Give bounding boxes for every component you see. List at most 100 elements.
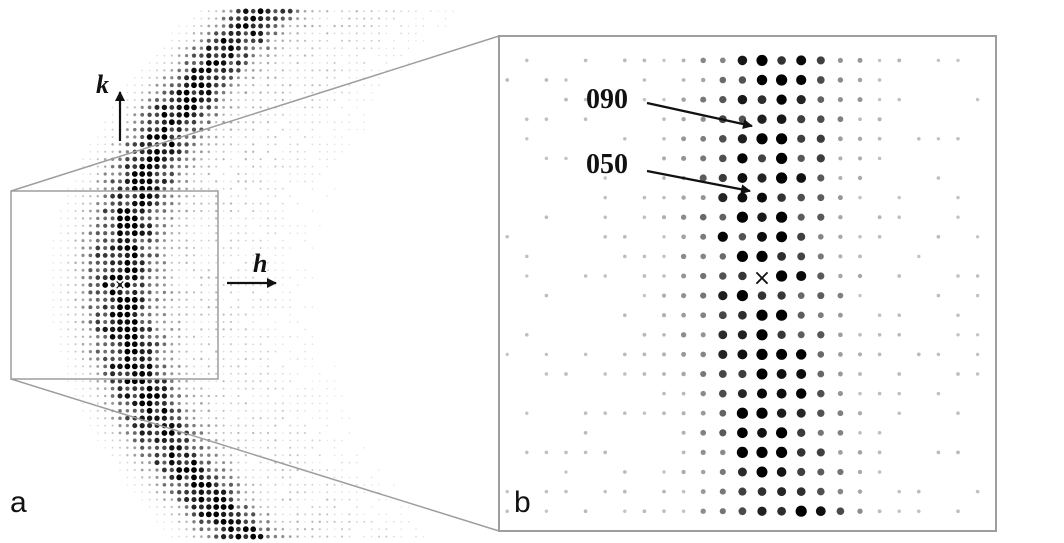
- diffraction-spot: [341, 410, 343, 412]
- diffraction-spot: [267, 298, 269, 301]
- diffraction-spot: [681, 273, 687, 279]
- diffraction-spot: [341, 17, 343, 20]
- diffraction-spot: [252, 291, 255, 294]
- diffraction-spot: [341, 47, 343, 50]
- diffraction-spot: [207, 276, 210, 279]
- diffraction-spot: [311, 9, 314, 13]
- diffraction-spot: [757, 291, 767, 300]
- diffraction-spot: [700, 96, 707, 103]
- diffraction-spot: [139, 348, 145, 355]
- diffraction-spot: [176, 104, 182, 111]
- diffraction-spot: [81, 298, 85, 302]
- diffraction-spot: [133, 91, 136, 94]
- diffraction-spot: [139, 304, 145, 310]
- diffraction-spot: [681, 312, 686, 318]
- diffraction-spot: [213, 75, 219, 81]
- diffraction-spot: [837, 488, 844, 495]
- diffraction-spot: [199, 453, 204, 457]
- diffraction-spot: [244, 476, 247, 479]
- diffraction-spot: [858, 372, 862, 376]
- diffraction-spot: [348, 54, 351, 57]
- diffraction-spot: [109, 274, 116, 281]
- panel-a-letter: a: [10, 486, 27, 519]
- diffraction-spot: [289, 432, 292, 434]
- diffraction-spot: [155, 76, 159, 79]
- diffraction-spot: [355, 513, 358, 516]
- diffraction-spot: [259, 446, 262, 449]
- diffraction-spot: [392, 47, 395, 50]
- diffraction-spot: [67, 224, 70, 227]
- diffraction-spot: [296, 321, 299, 323]
- diffraction-spot: [200, 239, 203, 242]
- diffraction-spot: [124, 363, 131, 370]
- diffraction-spot: [274, 321, 277, 323]
- diffraction-spot: [139, 363, 145, 369]
- diffraction-spot: [267, 409, 269, 412]
- diffraction-spot: [148, 476, 151, 479]
- diffraction-spot: [303, 39, 307, 42]
- diffraction-spot: [170, 261, 173, 264]
- diffraction-spot: [154, 171, 160, 177]
- diffraction-spot: [170, 39, 173, 42]
- diffraction-spot: [81, 268, 85, 272]
- diffraction-spot: [191, 497, 197, 503]
- diffraction-spot: [230, 424, 232, 427]
- diffraction-spot: [296, 84, 299, 87]
- diffraction-spot: [74, 320, 77, 324]
- diffraction-spot: [355, 99, 358, 101]
- diffraction-spot: [250, 526, 257, 533]
- diffraction-spot: [370, 528, 373, 531]
- diffraction-spot: [274, 61, 277, 65]
- diffraction-spot: [281, 39, 285, 43]
- diffraction-spot: [155, 209, 159, 213]
- diffraction-spot: [719, 429, 727, 437]
- diffraction-spot: [146, 385, 153, 392]
- diffraction-spot: [333, 380, 336, 382]
- diffraction-spot: [378, 25, 380, 27]
- diffraction-spot: [642, 78, 647, 82]
- diffraction-spot: [221, 45, 227, 51]
- diffraction-spot: [119, 454, 121, 457]
- diffraction-spot: [274, 454, 277, 457]
- diffraction-spot: [163, 246, 166, 250]
- diffraction-spot: [858, 235, 862, 239]
- diffraction-spot: [200, 157, 203, 161]
- diffraction-spot: [185, 372, 188, 376]
- diffraction-spot: [295, 9, 300, 13]
- diffraction-spot: [147, 238, 152, 243]
- diffraction-spot: [319, 158, 321, 160]
- diffraction-spot: [259, 113, 262, 116]
- diffraction-spot: [259, 424, 262, 427]
- diffraction-spot: [81, 320, 85, 324]
- diffraction-spot: [200, 276, 203, 279]
- diffraction-spot: [415, 528, 417, 530]
- diffraction-spot: [333, 143, 336, 146]
- diffraction-spot: [230, 439, 232, 442]
- diffraction-spot: [333, 498, 336, 501]
- diffraction-spot: [756, 446, 768, 458]
- diffraction-spot: [237, 468, 240, 472]
- diffraction-spot: [289, 47, 292, 50]
- diffraction-spot: [117, 356, 123, 362]
- diffraction-spot: [206, 497, 212, 502]
- diffraction-spot: [796, 408, 806, 418]
- diffraction-spot: [265, 16, 271, 21]
- diffraction-spot: [777, 506, 786, 516]
- diffraction-spot: [259, 46, 263, 50]
- diffraction-spot: [267, 291, 269, 294]
- diffraction-spot: [318, 439, 321, 442]
- diffraction-spot: [95, 342, 100, 347]
- diffraction-spot: [838, 214, 843, 220]
- diffraction-spot: [296, 47, 299, 50]
- diffraction-spot: [266, 476, 270, 479]
- diffraction-spot: [378, 39, 380, 42]
- diffraction-spot: [304, 521, 306, 523]
- diffraction-spot: [139, 163, 146, 170]
- diffraction-spot: [200, 291, 203, 294]
- diffraction-spot: [348, 432, 351, 434]
- diffraction-spot: [185, 202, 188, 205]
- diffraction-spot: [237, 431, 240, 435]
- diffraction-spot: [289, 143, 292, 146]
- diffraction-spot: [817, 272, 825, 280]
- diffraction-spot: [148, 461, 152, 465]
